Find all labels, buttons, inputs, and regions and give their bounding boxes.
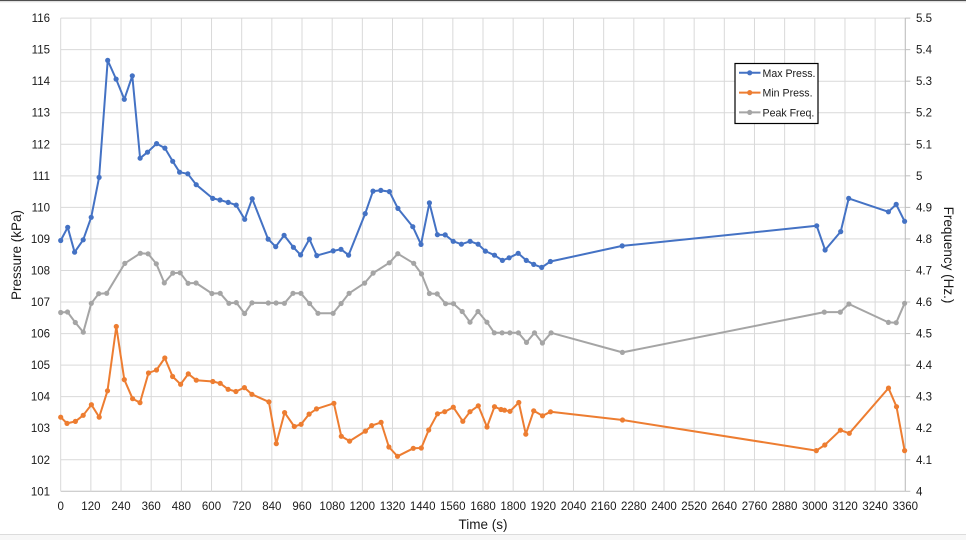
svg-text:Peak Freq.: Peak Freq.: [763, 107, 815, 119]
svg-text:4.1: 4.1: [916, 455, 932, 467]
svg-text:1680: 1680: [470, 501, 496, 513]
svg-text:106: 106: [31, 329, 50, 341]
svg-text:720: 720: [232, 501, 251, 513]
svg-text:108: 108: [31, 266, 50, 278]
svg-text:4.5: 4.5: [916, 329, 932, 341]
svg-text:107: 107: [31, 297, 50, 309]
svg-text:4.8: 4.8: [916, 234, 932, 246]
svg-text:111: 111: [33, 171, 50, 183]
svg-text:5.1: 5.1: [916, 139, 932, 151]
svg-text:120: 120: [81, 501, 100, 513]
svg-text:1440: 1440: [410, 501, 436, 513]
svg-text:Min Press.: Min Press.: [763, 88, 813, 100]
svg-text:3120: 3120: [832, 501, 858, 513]
svg-text:5.3: 5.3: [916, 76, 932, 88]
svg-text:3240: 3240: [862, 501, 888, 513]
svg-text:2040: 2040: [561, 501, 587, 513]
svg-text:115: 115: [32, 45, 50, 57]
svg-text:109: 109: [31, 234, 50, 246]
svg-text:3000: 3000: [802, 501, 828, 513]
svg-text:1080: 1080: [319, 501, 345, 513]
svg-text:4.2: 4.2: [916, 423, 932, 435]
svg-text:4.7: 4.7: [916, 266, 932, 278]
svg-text:480: 480: [172, 501, 191, 513]
svg-text:4.3: 4.3: [916, 392, 932, 404]
svg-text:113: 113: [32, 108, 50, 120]
svg-text:2160: 2160: [591, 501, 617, 513]
svg-text:0: 0: [57, 501, 63, 513]
svg-text:1560: 1560: [440, 501, 466, 513]
svg-text:5: 5: [916, 171, 922, 183]
svg-text:1800: 1800: [500, 501, 526, 513]
svg-text:360: 360: [142, 501, 161, 513]
svg-text:112: 112: [32, 139, 50, 151]
svg-text:3360: 3360: [893, 501, 919, 513]
svg-text:600: 600: [202, 501, 221, 513]
svg-text:1200: 1200: [350, 501, 376, 513]
svg-text:103: 103: [31, 423, 50, 435]
svg-text:114: 114: [32, 76, 51, 88]
svg-text:1920: 1920: [531, 501, 557, 513]
svg-text:104: 104: [31, 392, 51, 404]
svg-text:2760: 2760: [742, 501, 768, 513]
svg-text:960: 960: [292, 501, 311, 513]
svg-text:105: 105: [31, 360, 50, 372]
svg-text:Pressure (kPa): Pressure (kPa): [9, 210, 24, 300]
svg-text:240: 240: [111, 501, 130, 513]
svg-text:110: 110: [32, 202, 50, 214]
svg-text:102: 102: [31, 455, 50, 467]
svg-text:Frequency (Hz.): Frequency (Hz.): [941, 207, 956, 304]
svg-text:5.5: 5.5: [916, 13, 932, 25]
svg-text:840: 840: [262, 501, 281, 513]
svg-text:2520: 2520: [681, 501, 707, 513]
svg-text:4: 4: [916, 486, 923, 498]
svg-text:4.4: 4.4: [916, 360, 933, 372]
svg-text:2880: 2880: [772, 501, 798, 513]
svg-text:4.9: 4.9: [916, 202, 932, 214]
svg-text:1320: 1320: [380, 501, 406, 513]
svg-text:2280: 2280: [621, 501, 647, 513]
svg-text:4.6: 4.6: [916, 297, 932, 309]
svg-text:2640: 2640: [712, 501, 738, 513]
svg-text:5.4: 5.4: [916, 45, 933, 57]
svg-text:5.2: 5.2: [916, 108, 932, 120]
svg-text:2400: 2400: [651, 501, 677, 513]
svg-text:Max Press.: Max Press.: [763, 68, 816, 80]
svg-text:101: 101: [31, 486, 50, 498]
svg-text:Time (s): Time (s): [459, 517, 508, 532]
svg-text:116: 116: [32, 13, 50, 25]
